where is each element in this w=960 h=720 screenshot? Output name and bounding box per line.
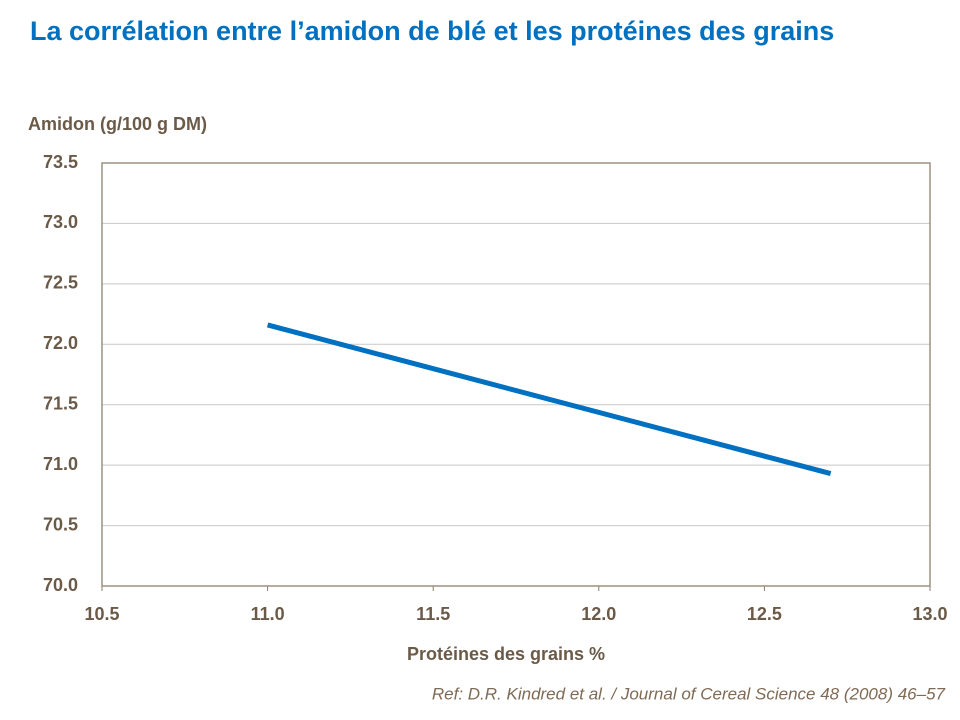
- plot-frame: [101, 162, 931, 587]
- y-tick-label: 71.5: [43, 393, 78, 413]
- x-tick-label: 12.0: [581, 604, 616, 624]
- data-line: [266, 322, 832, 477]
- y-axis-label: Amidon (g/100 g DM): [28, 114, 207, 134]
- y-tick-label: 73.5: [43, 152, 78, 172]
- y-tick-label: 73.0: [43, 212, 78, 232]
- reference-note: Ref: D.R. Kindred et al. / Journal of Ce…: [432, 684, 946, 703]
- y-tick-label: 70.5: [43, 514, 78, 534]
- x-tick-label: 11.0: [251, 604, 285, 624]
- x-axis-label: Protéines des grains %: [407, 644, 605, 664]
- x-tick-label: 13.0: [912, 604, 947, 624]
- y-tick-label: 70.0: [43, 575, 78, 595]
- y-tick-label: 72.0: [43, 333, 78, 353]
- x-tick-label: 12.5: [747, 604, 782, 624]
- x-tick-label: 11.5: [416, 604, 450, 624]
- y-tick-label: 72.5: [43, 273, 78, 293]
- x-tick-label: 10.5: [84, 604, 119, 624]
- chart-title: La corrélation entre l’amidon de blé et …: [30, 16, 835, 46]
- y-tick-label: 71.0: [43, 454, 78, 474]
